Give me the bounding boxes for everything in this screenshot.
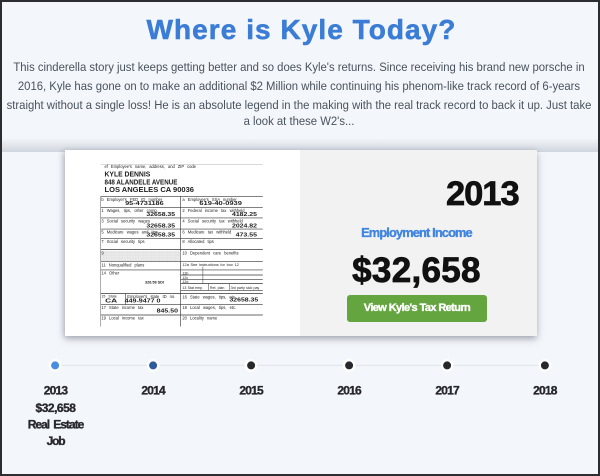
svg-text:9: 9 xyxy=(101,250,104,255)
svg-text:2015: 2015 xyxy=(239,384,264,398)
svg-text:a Employee's SSA number: a Employee's SSA number xyxy=(182,197,237,202)
svg-text:16 State wages, tips, etc.: 16 State wages, tips, etc. xyxy=(182,294,236,299)
svg-text:32658.35: 32658.35 xyxy=(229,298,259,304)
svg-text:845.50: 845.50 xyxy=(156,309,177,315)
svg-text:10 Dependent care benefits: 10 Dependent care benefits xyxy=(182,250,238,255)
svg-text:Job: Job xyxy=(47,434,66,448)
svg-text:326.58 SDI: 326.58 SDI xyxy=(145,281,164,285)
svg-text:KYLE DENNIS: KYLE DENNIS xyxy=(104,170,150,179)
svg-text:2 Federal income tax withh: 2 Federal income tax withheld xyxy=(182,208,244,213)
svg-text:95-4731186: 95-4731186 xyxy=(125,201,164,207)
svg-text:4 Social security tax with: 4 Social security tax withheld xyxy=(182,219,242,224)
svg-text:CA: CA xyxy=(105,298,117,304)
svg-text:Ret. plan: Ret. plan xyxy=(209,286,224,290)
svg-text:Real Estate: Real Estate xyxy=(28,418,85,432)
svg-text:2014: 2014 xyxy=(141,384,166,398)
svg-text:12c: 12c xyxy=(182,276,188,280)
svg-text:2017: 2017 xyxy=(435,384,460,398)
svg-text:619-40-0939: 619-40-0939 xyxy=(199,201,241,207)
svg-text:449-9477 0: 449-9477 0 xyxy=(124,298,160,304)
svg-text:15 State: 15 State xyxy=(101,295,116,299)
svg-text:ef Employee's name, address: ef Employee's name, address, and ZIP cod… xyxy=(104,164,196,169)
svg-text:1 Wages, tips, other comp: 1 Wages, tips, other comp. xyxy=(101,208,157,213)
svg-text:32658.35: 32658.35 xyxy=(146,212,176,218)
svg-text:19 Local income tax: 19 Local income tax xyxy=(101,316,143,321)
svg-text:3rd party sick pay: 3rd party sick pay xyxy=(230,286,259,290)
svg-text:8 Allocated tips: 8 Allocated tips xyxy=(182,239,213,244)
svg-text:11 Nonqualified plans: 11 Nonqualified plans xyxy=(101,262,144,267)
svg-text:5 Medicare wages and tips: 5 Medicare wages and tips xyxy=(101,230,158,235)
svg-text:32658.35: 32658.35 xyxy=(146,223,176,229)
svg-text:848 ALANDELE AVENUE: 848 ALANDELE AVENUE xyxy=(104,177,177,186)
svg-text:473.55: 473.55 xyxy=(235,232,257,238)
svg-text:$32,658: $32,658 xyxy=(36,401,77,415)
svg-text:6 Medicare tax withheld: 6 Medicare tax withheld xyxy=(182,230,231,235)
svg-text:14 Other: 14 Other xyxy=(101,271,120,276)
svg-text:12a See instructions for box 1: 12a See instructions for box 12 xyxy=(182,262,238,267)
svg-text:20 Locality name: 20 Locality name xyxy=(182,316,218,321)
svg-text:2016: 2016 xyxy=(337,384,362,398)
svg-text:2024.82: 2024.82 xyxy=(232,223,257,229)
svg-text:7 Social security tips: 7 Social security tips xyxy=(101,239,144,244)
svg-text:3 Social security wages: 3 Social security wages xyxy=(101,219,150,224)
svg-text:17 State income tax: 17 State income tax xyxy=(101,305,143,310)
svg-text:13 Stat emp.: 13 Stat emp. xyxy=(182,286,203,290)
svg-text:12d: 12d xyxy=(182,280,188,284)
svg-text:2013: 2013 xyxy=(44,384,69,398)
svg-text:12b: 12b xyxy=(182,271,188,275)
svg-text:LOS ANGELES CA 90036: LOS ANGELES CA 90036 xyxy=(104,185,193,194)
svg-text:32658.35: 32658.35 xyxy=(146,232,176,238)
svg-text:Employer's state ID no.: Employer's state ID no. xyxy=(127,294,175,299)
svg-text:2018: 2018 xyxy=(533,384,558,398)
svg-text:b Employer's FED ID number: b Employer's FED ID number xyxy=(101,197,163,202)
svg-text:4182.25: 4182.25 xyxy=(232,212,258,218)
svg-text:18 Local wages, tips, etc.: 18 Local wages, tips, etc. xyxy=(182,305,236,310)
